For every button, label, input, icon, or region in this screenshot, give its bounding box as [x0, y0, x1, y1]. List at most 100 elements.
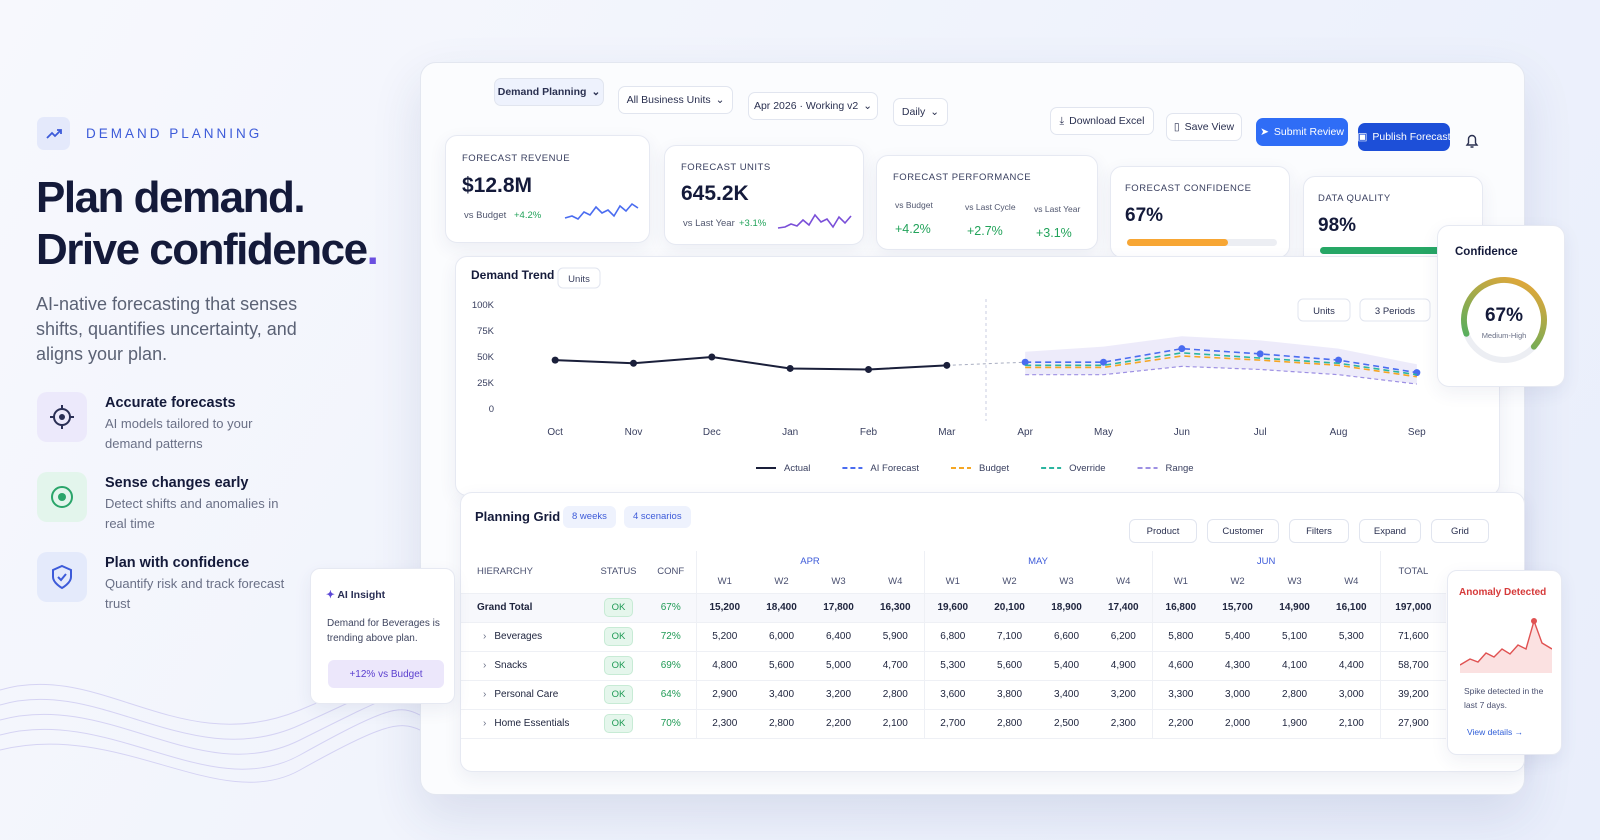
cell-text: 15,700 — [1222, 602, 1253, 613]
sparkline — [777, 213, 852, 229]
cell-text: 3,400 — [768, 689, 795, 700]
action-button[interactable]: ▣ Publish Forecast — [1357, 123, 1451, 151]
cell-text: 3,200 — [1110, 689, 1136, 700]
grid-cell: 16,100 — [1323, 593, 1381, 623]
confidence-gauge: 67% Medium-High — [1460, 277, 1547, 363]
cell-text: 27,900 — [1398, 718, 1429, 729]
cell-text: 3,400 — [1054, 689, 1080, 700]
grid-control[interactable]: Product — [1129, 519, 1197, 543]
sparkline — [564, 202, 639, 220]
series-line — [1025, 347, 1417, 374]
bell-icon[interactable] — [1464, 132, 1480, 150]
filter-dropdown[interactable]: Apr 2026 · Working v2 ⌄ — [748, 92, 878, 120]
grid-cell: 18,400 — [753, 593, 810, 623]
range-band — [1025, 336, 1417, 385]
legend-label: Override — [1069, 463, 1105, 474]
week-header: W4 — [867, 571, 925, 594]
caret: ⌄ — [715, 94, 725, 106]
cell-text: 4,700 — [882, 660, 908, 671]
status-badge: OK — [603, 656, 634, 675]
action-button[interactable]: ▯ Save View — [1166, 113, 1242, 141]
caret: ⌄ — [591, 86, 601, 98]
chart-title: Demand Trend — [471, 268, 554, 282]
grid-title: Planning Grid — [475, 509, 561, 524]
cell-text: 67% — [660, 602, 681, 613]
expand-caret[interactable]: › — [483, 718, 487, 729]
cell-text: Grand Total — [477, 602, 533, 613]
eyebrow: DEMAND PLANNING — [86, 126, 263, 141]
series-line — [1025, 355, 1417, 378]
confidence-title: Confidence — [1455, 246, 1518, 258]
cell-text: 7,100 — [997, 631, 1023, 642]
cell-text: 15,200 — [709, 602, 741, 613]
headline-text: Drive confidence — [36, 225, 368, 274]
point — [551, 356, 559, 364]
filter-dropdown[interactable]: All Business Units ⌄ — [618, 86, 733, 114]
month-header: MAY — [924, 551, 1153, 571]
eyebrow-icon — [37, 117, 70, 150]
grid-control[interactable]: Grid — [1431, 519, 1489, 543]
caret: ⌄ — [863, 100, 873, 112]
connector — [946, 361, 1026, 366]
kpi-card: FORECAST REVENUE $12.8M vs Budget +4.2% — [445, 135, 650, 243]
action-button[interactable]: ➤ Submit Review — [1256, 118, 1348, 146]
week-header: W1 — [1152, 571, 1210, 594]
cell-text: 4,100 — [1282, 660, 1308, 671]
y-tick-label: 75K — [477, 326, 495, 337]
perf-value: +3.1% — [1036, 226, 1072, 240]
point — [630, 359, 637, 367]
grid-cell: 27,900 — [1380, 709, 1447, 739]
grid-cell: 5,000 — [810, 651, 867, 681]
point — [1100, 358, 1107, 366]
month-header: JUN — [1152, 551, 1381, 571]
grid-control[interactable]: Expand — [1359, 519, 1421, 543]
grid-cell: 2,200 — [1152, 709, 1210, 739]
cell-text: Home Essentials — [494, 718, 570, 729]
cell-text: 2,900 — [712, 689, 738, 700]
cell-text: Personal Care — [494, 689, 559, 700]
chart-control[interactable] — [1359, 298, 1431, 322]
grid-cell: 3,300 — [1152, 680, 1210, 710]
grid-control[interactable]: Filters — [1289, 519, 1349, 543]
caret: ⌄ — [930, 106, 940, 118]
grid-cell: 5,600 — [981, 651, 1039, 681]
grid-cell: 2,100 — [867, 709, 925, 739]
filter-dropdown[interactable]: Demand Planning ⌄ — [494, 78, 604, 106]
insight-badge: +12% vs Budget — [328, 660, 444, 688]
cell-text: 6,400 — [825, 631, 852, 642]
anomaly-link[interactable]: View details → — [1467, 727, 1524, 737]
expand-caret[interactable]: › — [483, 660, 487, 671]
kpi-value: 67% — [1125, 205, 1164, 226]
grid-cell: 3,600 — [924, 680, 982, 710]
feature-icon — [37, 392, 87, 442]
range-lower-line — [1025, 365, 1417, 385]
y-tick-label: 100K — [472, 300, 495, 311]
cell-text: 6,800 — [940, 631, 966, 642]
tag-box — [557, 267, 601, 289]
cell-text: 3,300 — [1168, 689, 1194, 700]
cell-text: 3,000 — [1225, 689, 1251, 700]
cell-text: 2,800 — [1282, 689, 1308, 700]
grid-row: › Home Essentials OK 70% 2,300 2,800 2,200 2,10… — [461, 709, 1447, 739]
grid-cell: 2,800 — [753, 709, 810, 739]
grid-cell: 15,700 — [1209, 593, 1267, 623]
grid-cell: 6,000 — [753, 622, 810, 652]
expand-caret[interactable]: › — [483, 689, 487, 700]
cell-text: 2,300 — [1110, 718, 1136, 729]
chart-control[interactable] — [1297, 298, 1351, 322]
expand-caret[interactable]: › — [483, 631, 487, 642]
action-button[interactable]: ⤓ Download Excel — [1050, 107, 1154, 135]
status-badge: OK — [603, 598, 634, 617]
grid-cell: 6,800 — [924, 622, 982, 652]
point — [865, 365, 872, 373]
grid-control[interactable]: Customer — [1207, 519, 1279, 543]
grid-cell: 67% — [646, 593, 697, 623]
x-tick-label: Sep — [1408, 427, 1426, 438]
grid-cell: 1,900 — [1266, 709, 1324, 739]
cell-text: 5,200 — [712, 631, 738, 642]
y-tick-label: 25K — [477, 378, 495, 389]
grid-cell: 6,200 — [1095, 622, 1153, 652]
kpi-delta: +3.1% — [739, 218, 767, 229]
month-header: APR — [696, 551, 925, 571]
filter-dropdown[interactable]: Daily ⌄ — [893, 98, 948, 126]
